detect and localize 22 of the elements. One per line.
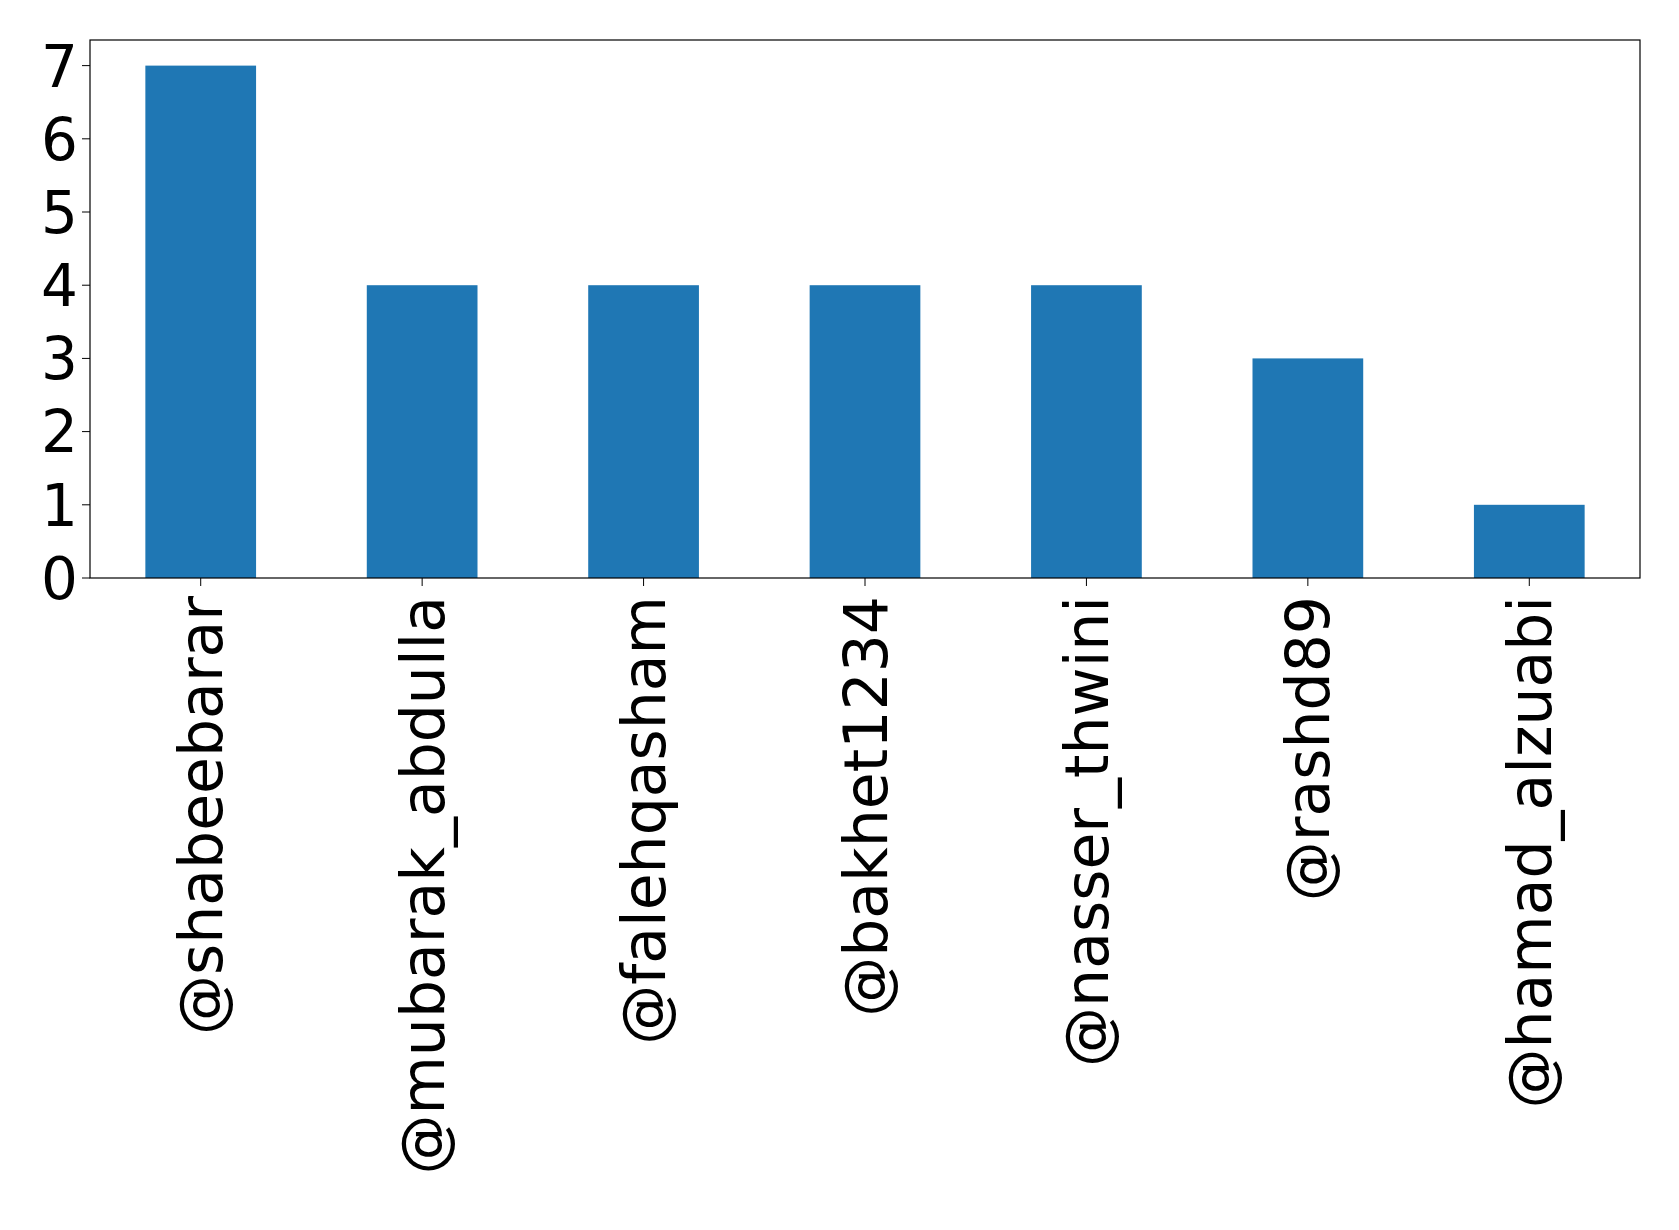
- y-tick-label: 1: [41, 471, 78, 540]
- bar: [809, 285, 921, 578]
- x-tick-label: @nasser_thwini: [1052, 596, 1123, 1067]
- bar: [366, 285, 478, 578]
- bar: [588, 285, 699, 578]
- x-tick-label: @falehqasham: [609, 596, 680, 1045]
- x-tick-label: @shabeebarar: [166, 595, 237, 1035]
- x-tick-label: @mubarak_abdulla: [387, 596, 458, 1175]
- x-tick-label: @rashd89: [1273, 596, 1344, 902]
- y-tick-label: 4: [41, 252, 78, 321]
- y-tick-label: 6: [41, 105, 78, 174]
- y-tick-label: 3: [41, 325, 78, 394]
- x-tick-label: @hamad_alzuabi: [1494, 596, 1565, 1109]
- y-tick-label: 5: [41, 178, 78, 247]
- bar: [145, 65, 257, 578]
- bar: [1252, 358, 1364, 578]
- y-tick-label: 7: [41, 32, 78, 101]
- bar: [1473, 504, 1585, 578]
- x-tick-label: @bakhet1234: [830, 596, 901, 1017]
- bar: [1031, 285, 1142, 578]
- y-tick-label: 0: [41, 544, 78, 613]
- y-tick-label: 2: [41, 398, 78, 467]
